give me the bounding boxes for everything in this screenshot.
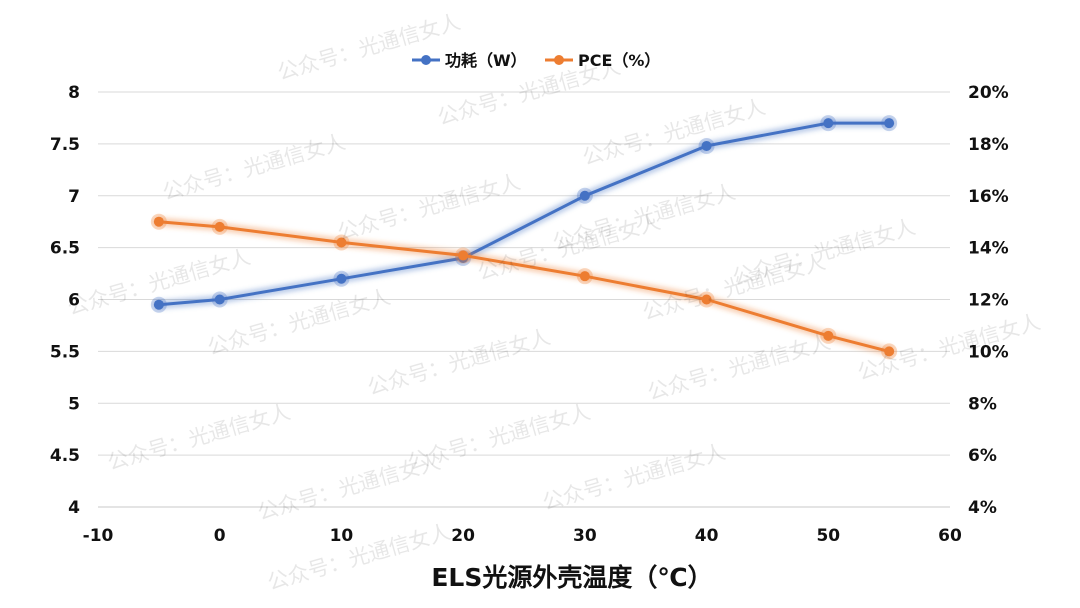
y-right-tick-label: 16% — [968, 187, 1009, 207]
data-point — [823, 118, 834, 129]
data-point — [884, 346, 895, 357]
series-line — [158, 220, 890, 353]
watermark-text: 公众号：光通信女人 — [275, 10, 463, 85]
data-point — [458, 250, 469, 261]
watermark-text: 公众号：光通信女人 — [405, 400, 593, 475]
x-tick-label: 60 — [938, 526, 962, 546]
watermark-text: 公众号：光通信女人 — [550, 180, 738, 255]
series-line — [158, 121, 890, 307]
legend: 功耗（W） PCE（%） — [412, 51, 660, 70]
x-tick-label: 50 — [816, 526, 840, 546]
watermark-text: 公众号：光通信女人 — [540, 440, 728, 515]
x-axis: -10 0 10 20 30 40 50 60 — [83, 526, 962, 546]
y-left-tick-label: 4.5 — [50, 446, 80, 466]
watermark-text: 公众号：光通信女人 — [265, 520, 453, 595]
data-point — [153, 299, 164, 310]
x-tick-label: -10 — [83, 526, 114, 546]
x-tick-label: 0 — [214, 526, 226, 546]
series-power — [150, 115, 898, 313]
data-point — [579, 271, 590, 282]
right-y-axis: 4% 6% 8% 10% 12% 14% 16% 18% 20% — [968, 83, 1009, 518]
x-tick-label: 10 — [330, 526, 354, 546]
watermark-text: 公众号：光通信女人 — [105, 400, 293, 475]
data-point — [701, 294, 712, 305]
data-point — [153, 216, 164, 227]
y-left-tick-label: 6.5 — [50, 239, 80, 259]
y-right-tick-label: 12% — [968, 291, 1009, 311]
watermark-text: 公众号：光通信女人 — [160, 130, 348, 205]
y-left-tick-label: 5.5 — [50, 342, 80, 362]
watermark-text: 公众号：光通信女人 — [645, 330, 833, 405]
y-left-tick-label: 8 — [68, 83, 80, 103]
legend-item: PCE（%） — [545, 51, 660, 70]
y-right-tick-label: 4% — [968, 498, 997, 518]
data-point — [336, 273, 347, 284]
y-right-tick-label: 6% — [968, 446, 997, 466]
data-point — [823, 330, 834, 341]
y-left-tick-label: 4 — [68, 498, 80, 518]
y-right-tick-label: 10% — [968, 342, 1009, 362]
data-point — [214, 221, 225, 232]
legend-marker — [554, 55, 564, 65]
x-tick-label: 30 — [573, 526, 597, 546]
data-point — [579, 190, 590, 201]
data-point — [884, 118, 895, 129]
legend-item: 功耗（W） — [412, 51, 527, 70]
x-axis-label: ELS光源外壳温度（℃） — [431, 563, 712, 592]
legend-marker — [421, 55, 431, 65]
series-pce — [150, 213, 898, 360]
data-point — [701, 140, 712, 151]
y-left-tick-label: 7.5 — [50, 135, 80, 155]
legend-label: 功耗（W） — [445, 51, 527, 70]
data-point — [336, 237, 347, 248]
y-left-tick-label: 6 — [68, 291, 80, 311]
y-right-tick-label: 20% — [968, 83, 1009, 103]
data-point — [214, 294, 225, 305]
watermark-text: 公众号：光通信女人 — [335, 170, 523, 245]
plot-area — [150, 115, 898, 360]
watermark-text: 公众号：光通信女人 — [730, 215, 918, 290]
watermark-text: 公众号：光通信女人 — [365, 325, 553, 400]
y-left-tick-label: 7 — [68, 187, 80, 207]
legend-label: PCE（%） — [578, 51, 660, 70]
x-tick-label: 40 — [695, 526, 719, 546]
y-right-tick-label: 8% — [968, 394, 997, 414]
left-y-axis: 4 4.5 5 5.5 6 6.5 7 7.5 8 — [50, 83, 80, 518]
x-tick-label: 20 — [451, 526, 475, 546]
y-right-tick-label: 14% — [968, 239, 1009, 259]
y-left-tick-label: 5 — [68, 394, 80, 414]
y-right-tick-label: 18% — [968, 135, 1009, 155]
